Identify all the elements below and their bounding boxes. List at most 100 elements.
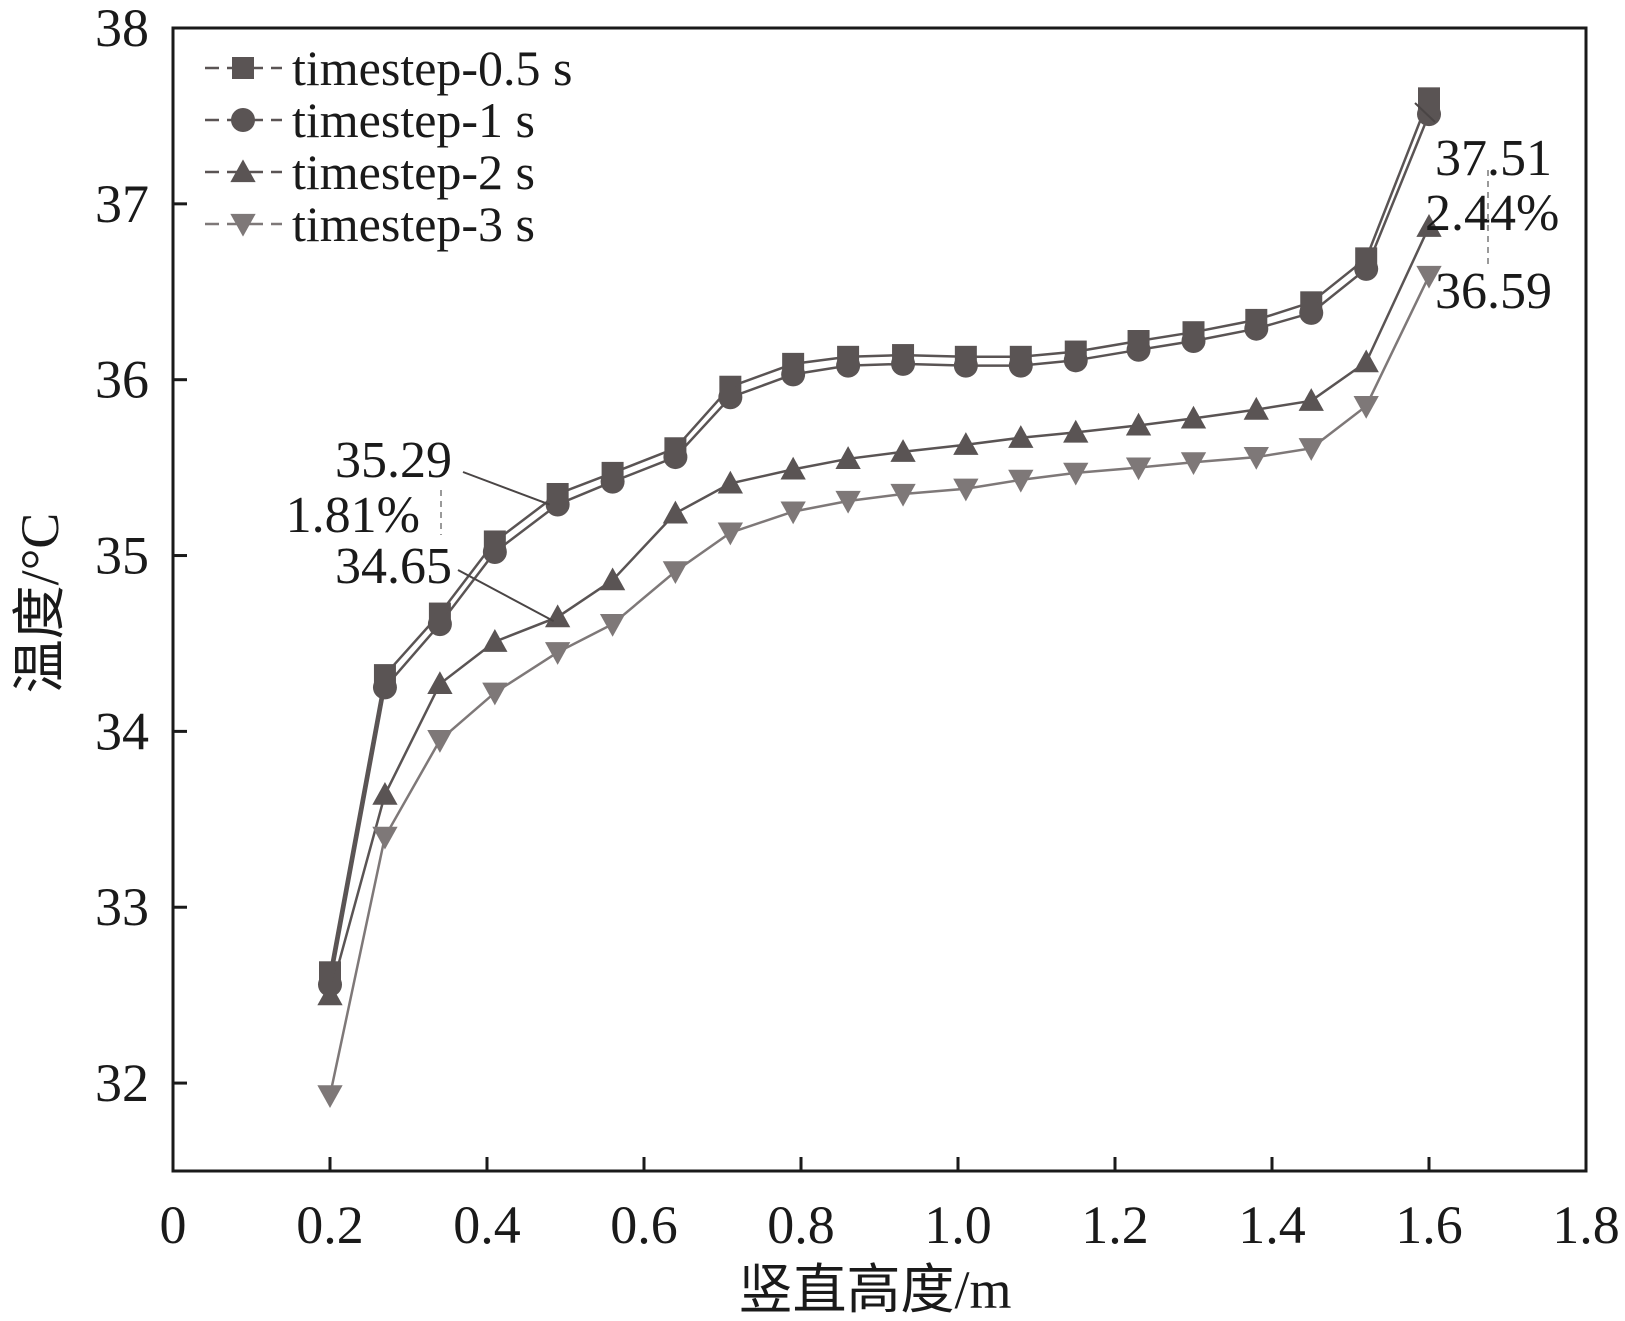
annotation-leader-3: [457, 569, 555, 622]
data-point-s2-7: [663, 445, 688, 470]
x-axis-title: 竖直高度/m: [738, 1260, 1011, 1320]
data-point-s4-9: [780, 501, 806, 525]
data-point-s4-14: [1063, 462, 1089, 486]
annotation-layer: 35.291.81%34.65 37.512.44% 36.59: [286, 102, 1559, 622]
y-axis-title: 温度/°C: [10, 513, 70, 694]
data-point-s3-20: [1416, 214, 1442, 237]
annotation-label-2: 1.81%: [286, 487, 420, 544]
annotation-label-4: 37.51: [1435, 130, 1552, 187]
data-point-s3-2: [372, 782, 398, 805]
legend-marker-2: [231, 108, 255, 132]
annotation-leader-4: [1414, 102, 1436, 123]
data-point-s3-5: [545, 604, 571, 628]
legend-marker-4: [230, 213, 256, 237]
legend-label-3: timestep-2 s: [292, 144, 535, 200]
annotation-label-1: 35.29: [335, 432, 452, 489]
data-point-s4-13: [1008, 469, 1034, 493]
data-point-s3-19: [1353, 349, 1379, 373]
data-point-s2-3: [427, 612, 452, 637]
data-point-s3-9: [780, 456, 806, 480]
x-tick-label-3: 0.4: [453, 1195, 521, 1255]
data-point-s4-4: [482, 682, 508, 706]
data-point-s3-8: [717, 470, 743, 494]
data-point-s3-17: [1243, 396, 1269, 420]
y-tick-label-4: 35: [95, 526, 149, 586]
data-point-s4-19: [1353, 395, 1379, 419]
data-point-s2-17: [1244, 316, 1269, 341]
data-point-s2-20: [1417, 102, 1441, 127]
data-point-s4-20: [1416, 265, 1442, 289]
data-point-s2-16: [1181, 329, 1206, 354]
y-tick-label-5: 36: [95, 350, 149, 410]
data-point-s2-13: [1008, 353, 1033, 378]
x-tick-label-4: 0.6: [610, 1195, 678, 1255]
legend-label-2: timestep-1 s: [292, 92, 535, 148]
y-tick-label-3: 34: [95, 701, 149, 761]
data-point-s4-18: [1298, 438, 1324, 461]
axes-layer: 0 0.2 0.4 0.6 0.8 1.0 1.2 1.4 1.6 1.8 32 33 34 35 36 37…: [95, 0, 1620, 1255]
legend-label-1: timestep-0.5 s: [292, 40, 573, 96]
data-point-s2-8: [718, 385, 743, 410]
annotation-label-5: 2.44%: [1425, 185, 1559, 242]
data-point-s3-16: [1180, 405, 1207, 429]
data-point-s3-14: [1063, 419, 1089, 443]
data-point-s2-14: [1063, 348, 1088, 373]
data-point-s3-12: [953, 432, 979, 455]
data-point-s3-15: [1125, 412, 1152, 436]
data-point-s2-9: [781, 362, 806, 387]
data-point-s3-4: [482, 629, 508, 652]
x-tick-label-6: 1.0: [924, 1195, 992, 1255]
data-point-s4-8: [717, 522, 743, 546]
data-point-s4-15: [1125, 457, 1152, 481]
data-point-s4-17: [1243, 446, 1269, 470]
data-point-s2-15: [1126, 337, 1151, 362]
data-point-s4-11: [890, 483, 916, 507]
data-point-s4-16: [1180, 452, 1207, 475]
plot-frame: [171, 26, 1588, 1173]
data-point-s2-5: [545, 492, 570, 517]
x-tick-label-10: 1.8: [1552, 1195, 1620, 1255]
data-point-s4-7: [662, 561, 689, 585]
data-point-s3-6: [599, 567, 626, 591]
legend-marker-1: [232, 57, 254, 79]
data-point-s4-6: [599, 613, 626, 637]
data-point-s3-1: [317, 982, 343, 1006]
annotation-label-3: 34.65: [335, 538, 452, 595]
data-point-s2-11: [891, 351, 916, 376]
data-point-s2-6: [600, 469, 625, 494]
data-point-s3-10: [835, 446, 861, 469]
data-point-s4-2: [372, 826, 398, 850]
data-point-s2-10: [836, 353, 861, 378]
series-layer: [317, 87, 1442, 1109]
data-point-s2-2: [372, 675, 397, 700]
data-point-s3-3: [427, 671, 453, 695]
data-point-s4-12: [953, 478, 979, 502]
data-point-s3-13: [1008, 425, 1034, 448]
y-tick-label-6: 37: [95, 174, 149, 234]
x-tick-label-5: 0.8: [767, 1195, 835, 1255]
data-point-s4-5: [545, 642, 571, 665]
data-point-s4-3: [427, 730, 453, 753]
annotation-leader-1: [462, 471, 551, 506]
data-point-s3-11: [890, 439, 916, 462]
x-tick-label-8: 1.4: [1238, 1195, 1306, 1255]
data-point-s3-18: [1298, 388, 1324, 411]
data-point-s2-12: [953, 353, 978, 378]
y-tick-label-2: 33: [95, 877, 149, 937]
data-point-s2-18: [1299, 300, 1324, 325]
annotation-label-6: 36.59: [1435, 263, 1552, 320]
legend-label-4: timestep-3 s: [292, 196, 535, 252]
data-point-s3-7: [662, 500, 689, 524]
x-tick-label-9: 1.6: [1395, 1195, 1463, 1255]
x-tick-label-2: 0.2: [296, 1195, 364, 1255]
legend-marker-3: [230, 159, 256, 183]
x-tick-label-1: 0: [160, 1195, 187, 1255]
x-tick-label-7: 1.2: [1081, 1195, 1149, 1255]
data-point-s2-19: [1354, 256, 1379, 281]
y-tick-label-1: 32: [95, 1053, 149, 1113]
series-line-3: [328, 226, 1431, 996]
data-point-s2-4: [482, 540, 507, 565]
